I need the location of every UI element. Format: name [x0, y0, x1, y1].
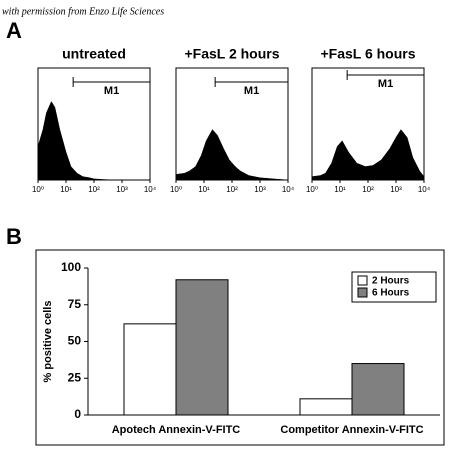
- x-tick-label: 10²: [88, 185, 100, 194]
- legend-label: 2 Hours: [372, 276, 410, 287]
- y-tick-label: 75: [68, 297, 82, 311]
- chart-title: +FasL 6 hours: [320, 46, 415, 62]
- gate-label: M1: [244, 85, 259, 97]
- y-tick-label: 25: [68, 370, 82, 384]
- x-tick-label: 10¹: [198, 185, 210, 194]
- x-tick-label: Competitor Annexin-V-FITC: [280, 424, 423, 436]
- legend-swatch: [357, 287, 368, 298]
- x-tick-label: 10³: [254, 185, 266, 194]
- credit: with permission from Enzo Life Sciences: [2, 6, 164, 17]
- y-axis-label: % positive cells: [42, 301, 54, 383]
- y-tick-label: 0: [74, 407, 81, 421]
- bar: [175, 279, 229, 416]
- legend-swatch: [357, 275, 368, 286]
- chart-title: +FasL 2 hours: [184, 46, 279, 62]
- histogram-area: [311, 129, 425, 181]
- x-tick-label: 10¹: [334, 185, 346, 194]
- legend-label: 6 Hours: [372, 288, 410, 299]
- panel-frame: [35, 249, 445, 446]
- x-tick-label: 10⁰: [170, 185, 182, 194]
- x-tick-label: 10⁴: [282, 185, 295, 194]
- x-tick-label: 10³: [116, 185, 128, 194]
- x-tick-label: 10³: [390, 185, 402, 194]
- y-tick-label: 50: [68, 334, 82, 348]
- chart-title: untreated: [62, 46, 126, 62]
- bar: [351, 363, 405, 416]
- x-tick-label: 10²: [226, 185, 238, 194]
- histogram-area: [37, 101, 150, 181]
- x-tick-label: 10²: [362, 185, 374, 194]
- gate-label: M1: [378, 78, 393, 90]
- x-tick-label: Apotech Annexin-V-FITC: [112, 424, 241, 436]
- x-tick-label: 10⁰: [32, 185, 44, 194]
- histogram-area: [175, 129, 289, 181]
- bar: [123, 323, 177, 416]
- x-tick-label: 10⁴: [418, 185, 431, 194]
- panel-label: A: [6, 18, 22, 43]
- x-tick-label: 10¹: [60, 185, 72, 194]
- y-tick-label: 100: [61, 260, 81, 274]
- panel-label: B: [6, 224, 22, 249]
- bar: [299, 398, 353, 416]
- x-tick-label: 10⁰: [306, 185, 318, 194]
- x-tick-label: 10⁴: [144, 185, 157, 194]
- gate-label: M1: [104, 85, 119, 97]
